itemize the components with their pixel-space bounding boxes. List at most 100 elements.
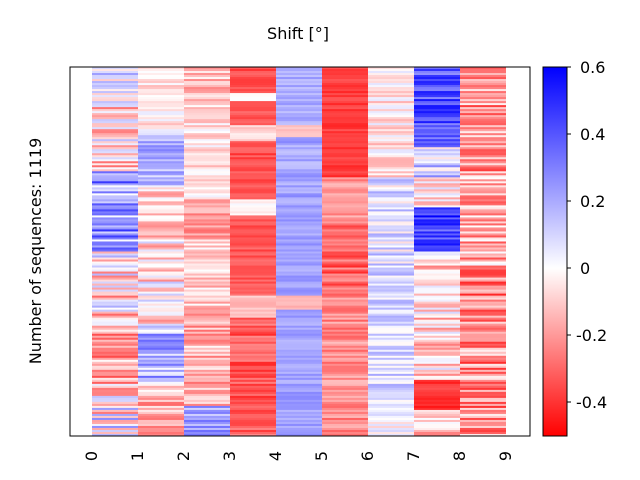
heatmap-cell (460, 243, 506, 246)
heatmap-cell (184, 121, 230, 124)
heatmap-cell (460, 389, 506, 393)
heatmap-cell (184, 281, 230, 284)
heatmap-cell (322, 423, 368, 427)
heatmap-cell (184, 251, 230, 254)
heatmap-cell (368, 135, 414, 138)
heatmap-cell (92, 285, 138, 288)
heatmap-cell (322, 273, 368, 276)
heatmap-cell (138, 271, 184, 274)
heatmap-cell (184, 399, 230, 403)
heatmap-cell (184, 201, 230, 204)
heatmap-cell (322, 125, 368, 128)
heatmap-cell (368, 427, 414, 431)
heatmap-cell (322, 235, 368, 238)
heatmap-cell (92, 177, 138, 180)
heatmap-cell (92, 383, 138, 387)
heatmap-cell (230, 185, 276, 188)
heatmap-cell (276, 421, 322, 425)
heatmap-cell (184, 73, 230, 76)
heatmap-cell (414, 309, 460, 313)
heatmap-cell (138, 91, 184, 94)
heatmap-cell (322, 241, 368, 244)
heatmap-cell (184, 373, 230, 377)
heatmap-cell (276, 195, 322, 198)
heatmap-cell (230, 261, 276, 264)
heatmap-cell (460, 335, 506, 339)
heatmap-cell (138, 275, 184, 278)
heatmap-cell (92, 309, 138, 313)
heatmap-cell (276, 117, 322, 120)
heatmap-cell (322, 117, 368, 120)
heatmap-cell (414, 399, 460, 403)
heatmap-cell (230, 217, 276, 220)
heatmap-cell (184, 131, 230, 134)
heatmap-cell (92, 357, 138, 361)
heatmap-cell (414, 211, 460, 214)
heatmap-cell (414, 397, 460, 401)
heatmap-cell (460, 375, 506, 379)
heatmap-cell (368, 107, 414, 110)
heatmap-cell (276, 245, 322, 248)
heatmap-cell (368, 315, 414, 319)
heatmap-cell (184, 379, 230, 383)
heatmap-cell (322, 159, 368, 162)
heatmap-cell (460, 141, 506, 144)
heatmap-cell (322, 77, 368, 80)
heatmap-cell (184, 249, 230, 252)
heatmap-cell (230, 229, 276, 232)
heatmap-cell (276, 261, 322, 264)
heatmap-cell (184, 295, 230, 299)
heatmap-cell (414, 207, 460, 210)
heatmap-cell (92, 87, 138, 90)
heatmap-cell (368, 163, 414, 166)
heatmap-cell (460, 189, 506, 192)
heatmap-cell (230, 387, 276, 391)
heatmap-cell (368, 103, 414, 106)
heatmap-cell (460, 223, 506, 226)
heatmap-cell (92, 301, 138, 305)
heatmap-cell (368, 359, 414, 363)
heatmap-cell (138, 409, 184, 413)
heatmap-cell (138, 341, 184, 345)
heatmap-cell (322, 197, 368, 200)
heatmap-cell (368, 229, 414, 232)
heatmap-cell (230, 171, 276, 174)
heatmap-cell (230, 393, 276, 397)
heatmap-cell (322, 225, 368, 228)
heatmap-cell (276, 391, 322, 395)
heatmap-cell (460, 305, 506, 309)
heatmap-cell (322, 147, 368, 150)
heatmap-cell (138, 387, 184, 391)
heatmap-cell (138, 171, 184, 174)
heatmap-cell (92, 409, 138, 413)
heatmap-cell (276, 393, 322, 397)
heatmap-cell (92, 249, 138, 252)
heatmap-cell (368, 149, 414, 152)
heatmap-cell (92, 217, 138, 220)
heatmap-cell (138, 221, 184, 224)
heatmap-cell (460, 113, 506, 116)
heatmap-cell (368, 265, 414, 268)
heatmap-cell (368, 109, 414, 112)
heatmap-cell (184, 137, 230, 140)
heatmap-cell (92, 71, 138, 74)
heatmap-cell (414, 179, 460, 182)
heatmap-cell (92, 135, 138, 138)
heatmap-cell (322, 99, 368, 102)
heatmap-cell (368, 191, 414, 194)
heatmap-cell (138, 229, 184, 232)
heatmap-cell (276, 181, 322, 184)
heatmap-cell (92, 319, 138, 323)
heatmap-cell (276, 415, 322, 419)
heatmap-cell (138, 267, 184, 270)
heatmap-cell (460, 371, 506, 375)
heatmap-cell (368, 385, 414, 389)
heatmap-cell (92, 93, 138, 96)
heatmap-cell (230, 275, 276, 278)
heatmap-cell (276, 259, 322, 262)
heatmap-cell (460, 409, 506, 413)
heatmap-cell (414, 243, 460, 246)
heatmap-cell (414, 149, 460, 152)
heatmap-cell (92, 163, 138, 166)
heatmap-cell (230, 369, 276, 373)
